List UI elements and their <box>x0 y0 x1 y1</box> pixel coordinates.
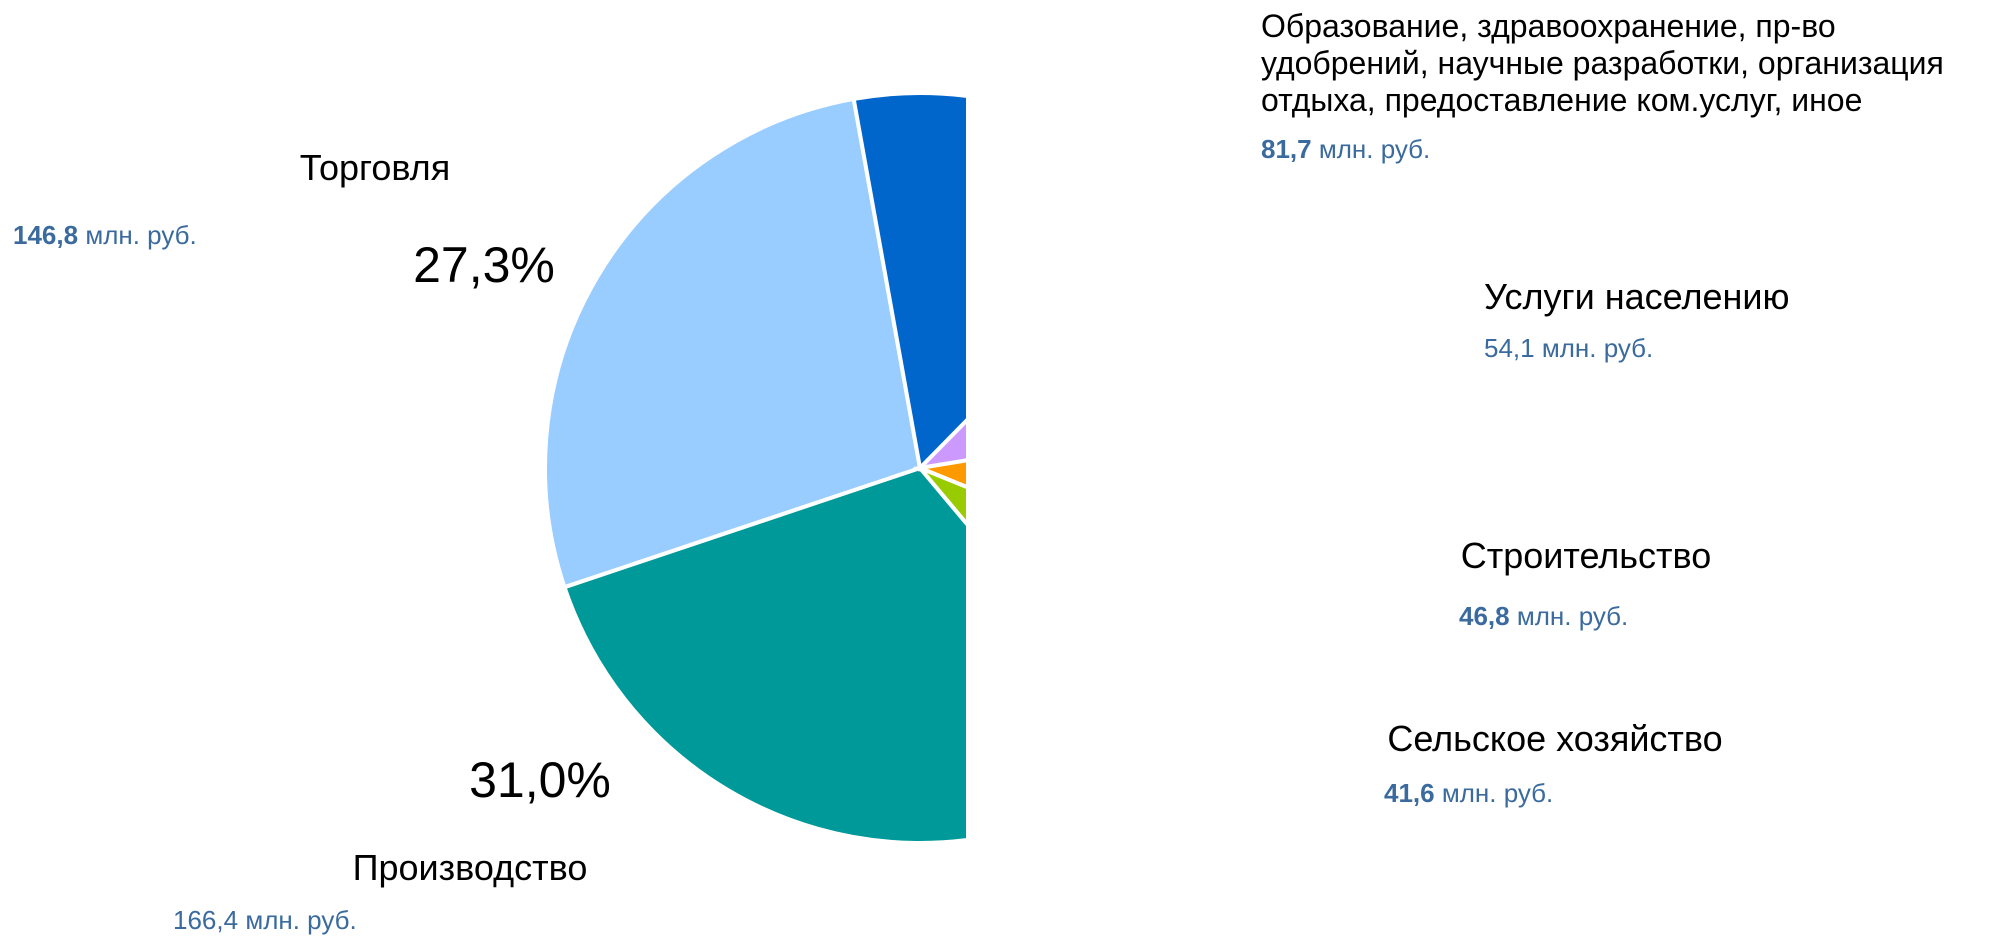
category-label: Сельское хозяйство <box>1387 718 1723 759</box>
value-unit: млн. руб. <box>245 905 357 935</box>
value-label: 41,6 млн. руб. <box>1384 778 1553 808</box>
value-label: 166,4 млн. руб. <box>173 905 357 935</box>
category-label: Торговля <box>299 147 451 188</box>
value-number: 146,8 <box>13 220 79 250</box>
percent-label: 27,3% <box>413 237 555 293</box>
percent-label: 31,0% <box>469 752 611 808</box>
value-unit: млн. руб. <box>1516 601 1629 631</box>
value-number: 166,4 <box>173 905 239 935</box>
value-number: 46,8 <box>1459 601 1510 631</box>
value-unit: млн. руб. <box>1541 333 1654 363</box>
slice <box>543 96 923 590</box>
slice <box>912 458 966 489</box>
value-number: 54,1 <box>1484 333 1535 363</box>
value-label: 146,8 млн. руб. <box>13 220 197 250</box>
slice <box>561 465 966 845</box>
value-label: 81,7 млн. руб. <box>1261 134 1430 164</box>
value-unit: млн. руб. <box>1318 134 1431 164</box>
value-unit: млн. руб. <box>1441 778 1554 808</box>
slices <box>543 91 966 845</box>
slice <box>914 418 966 471</box>
value-number: 81,7 <box>1261 134 1312 164</box>
value-label: 54,1 млн. руб. <box>1484 333 1653 363</box>
category-label: Образование, здравоохранение, пр-во удоб… <box>1261 8 1944 118</box>
value-label: 46,8 млн. руб. <box>1459 601 1628 631</box>
slice <box>851 91 966 473</box>
slice <box>918 466 966 526</box>
value-unit: млн. руб. <box>85 220 197 250</box>
category-label: Строительство <box>1460 535 1712 576</box>
category-label: Производство <box>352 847 588 888</box>
value-number: 41,6 <box>1384 778 1435 808</box>
category-label: Услуги населению <box>1484 276 1790 317</box>
